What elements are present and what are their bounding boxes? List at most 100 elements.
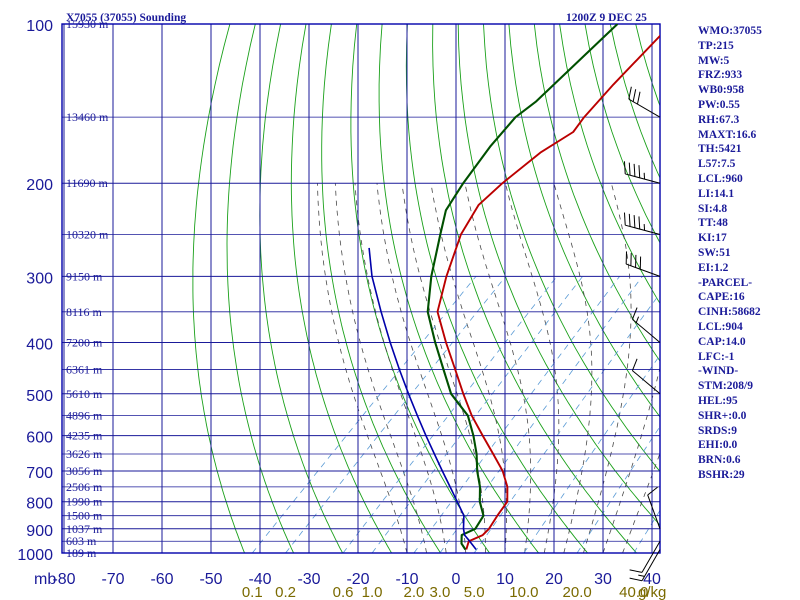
- height-label: 13460 m: [66, 110, 109, 124]
- moist-adiabat-line: [505, 183, 560, 553]
- moist-adiabat-line: [401, 183, 486, 553]
- index-item: SRDS:9: [698, 424, 737, 437]
- index-item: KI:17: [698, 232, 727, 245]
- stability-indices-panel: WMO:37055 TP:215 MW:5 FRZ:933 WB0:958 PW:0.55…: [698, 24, 798, 483]
- pressure-label: 100: [26, 18, 53, 35]
- mixing-ratio-line: [523, 354, 660, 553]
- mixing-ratio-line: [285, 276, 507, 553]
- wind-barb: [647, 486, 661, 529]
- x-unit-label: mb: [34, 571, 56, 588]
- wind-barb: [628, 86, 661, 118]
- moist-adiabat-line: [464, 183, 532, 553]
- height-label: 3056 m: [66, 464, 103, 478]
- temperature-tick-label: 20: [545, 571, 563, 588]
- mixing-ratio-line: [371, 276, 583, 553]
- index-item: CINH:58682: [698, 306, 761, 319]
- wind-barb: [629, 549, 661, 582]
- temperature-tick-label: -60: [150, 571, 173, 588]
- temperature-tick-label: -20: [346, 571, 369, 588]
- moist-adiabat-line: [602, 366, 660, 553]
- mixing-ratio-unit: g/kg: [638, 584, 666, 600]
- pressure-label: 900: [26, 523, 53, 540]
- wind-barb: [623, 161, 661, 184]
- wind-barb: [631, 307, 661, 343]
- temperature-tick-label: 0: [452, 571, 461, 588]
- mixing-ratio-line: [576, 425, 660, 553]
- index-item: RH:67.3: [698, 113, 740, 126]
- dry-adiabat-line: [350, 24, 490, 553]
- mixing-ratio-line: [413, 276, 620, 553]
- height-label: 15930 m: [66, 17, 109, 31]
- wind-barb: [631, 358, 661, 395]
- dry-adiabat-line: [259, 24, 343, 553]
- moist-adiabat-line: [376, 183, 467, 553]
- temperature-tick-label: -70: [101, 571, 124, 588]
- pressure-label: 600: [26, 430, 53, 447]
- wind-barb: [623, 212, 661, 235]
- index-item: EI:1.2: [698, 261, 729, 274]
- parcel-line: [368, 247, 477, 550]
- mixing-ratio-line: [439, 276, 643, 553]
- pressure-label: 800: [26, 496, 53, 513]
- temperature-tick-label: 10: [496, 571, 514, 588]
- temperature-tick-label: -10: [395, 571, 418, 588]
- mixing-ratio-label: 10.0: [509, 584, 538, 600]
- dry-adiabat-line: [378, 24, 539, 553]
- wind-barb: [629, 540, 661, 573]
- moist-adiabat-line: [334, 183, 427, 553]
- profile-lines: [368, 24, 660, 551]
- index-item: -PARCEL-: [698, 276, 753, 289]
- index-item: LCL:904: [698, 320, 743, 333]
- index-item: LI:14.1: [698, 187, 735, 200]
- temperature-tick-label: 30: [594, 571, 612, 588]
- mixing-ratio-line: [251, 276, 477, 553]
- mixing-ratio-line: [473, 292, 660, 553]
- height-label: 3626 m: [66, 447, 103, 461]
- grid-lines: [61, 23, 661, 554]
- index-item: BRN:0.6: [698, 454, 741, 467]
- pressure-label: 300: [26, 270, 53, 287]
- index-item: -WIND-: [698, 365, 739, 378]
- height-label: 189 m: [66, 546, 97, 560]
- index-item: WMO:37055: [698, 25, 762, 37]
- index-item: SHR+:0.0: [698, 409, 747, 422]
- mixing-ratio-label: 0.1: [242, 584, 263, 600]
- index-item: LFC:-1: [698, 350, 735, 363]
- index-item: FRZ:933: [698, 69, 743, 82]
- moist-adiabat-line: [553, 183, 593, 553]
- index-item: SW:51: [698, 246, 731, 259]
- dewpoint-line: [426, 24, 619, 551]
- pressure-label: 700: [26, 465, 53, 482]
- mixing-ratio-label: 3.0: [429, 584, 450, 600]
- pressure-label: 400: [26, 336, 53, 353]
- height-label: 5610 m: [66, 387, 103, 401]
- mixing-ratio-label: 0.6: [333, 584, 354, 600]
- mixing-ratio-line: [633, 509, 660, 553]
- pressure-label: 500: [26, 388, 53, 405]
- mixing-ratio-label: 2.0: [404, 584, 425, 600]
- mixing-ratio-label: 1.0: [362, 584, 383, 600]
- index-item: WB0:958: [698, 84, 744, 97]
- height-label: 1037 m: [66, 522, 103, 536]
- index-item: HEL:95: [698, 394, 738, 407]
- index-item: TP:215: [698, 39, 734, 52]
- index-item: STM:208/9: [698, 380, 753, 393]
- temperature-line: [436, 34, 660, 550]
- temperature-tick-label: 40: [643, 571, 661, 588]
- dry-adiabat-line: [405, 24, 588, 553]
- plot-frame: [61, 23, 661, 554]
- mixing-ratio-label: 0.2: [275, 584, 296, 600]
- temperature-tick-label: -80: [52, 571, 75, 588]
- height-label: 9150 m: [66, 269, 103, 283]
- index-item: LCL:960: [698, 172, 743, 185]
- wind-barbs: [623, 86, 661, 582]
- mixing-ratio-label: 40.0: [619, 584, 648, 600]
- dry-adiabat-line: [192, 24, 246, 553]
- index-item: PW:0.55: [698, 98, 740, 111]
- wind-barb: [625, 251, 661, 277]
- height-label: 4235 m: [66, 429, 103, 443]
- height-label: 4896 m: [66, 409, 103, 423]
- dry-adiabat-line: [483, 24, 660, 473]
- temperature-tick-label: -40: [248, 571, 271, 588]
